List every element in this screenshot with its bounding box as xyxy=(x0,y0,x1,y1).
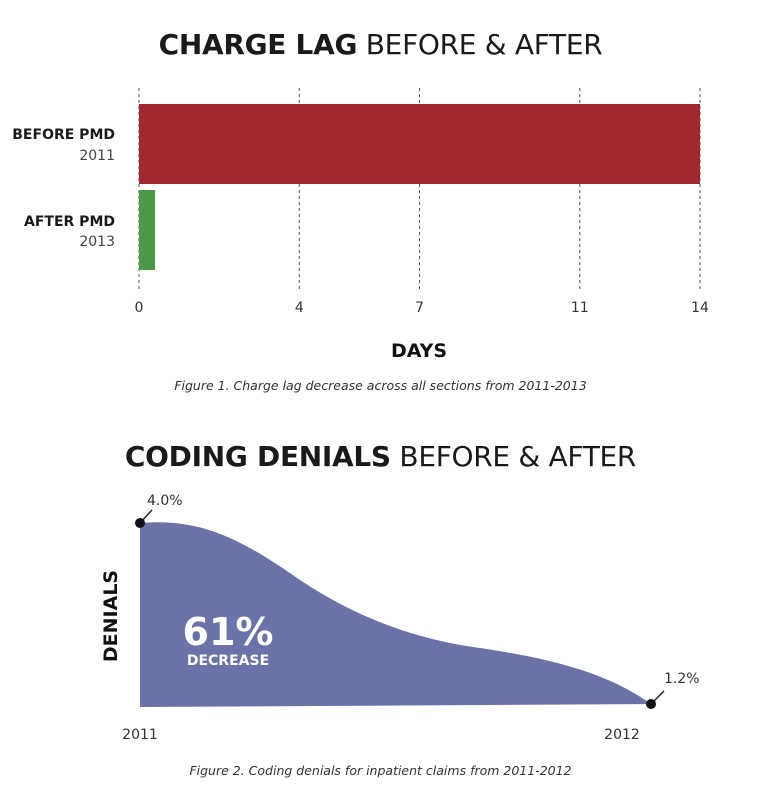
chart1-title: CHARGE LAG BEFORE & AFTER xyxy=(0,28,761,61)
chart1-title-bold: CHARGE LAG xyxy=(158,28,358,61)
chart2-title-bold: CODING DENIALS xyxy=(124,440,391,473)
chart1-title-light: BEFORE & AFTER xyxy=(365,28,603,61)
category-sublabel-before: 2011 xyxy=(79,148,115,164)
x-tick-4: 4 xyxy=(295,300,304,316)
x-tick-7: 7 xyxy=(415,300,424,316)
x-tick-14: 14 xyxy=(691,300,709,316)
chart1-xlabel: DAYS xyxy=(391,340,447,362)
decrease-text-label: DECREASE xyxy=(187,653,269,669)
chart1-tick-labels: 0 4 7 11 14 xyxy=(135,300,709,316)
chart1-bars xyxy=(139,104,700,270)
category-label-before: BEFORE PMD xyxy=(12,127,115,143)
start-point xyxy=(135,518,145,528)
category-sublabel-after: 2013 xyxy=(79,234,115,250)
end-point xyxy=(646,699,656,709)
chart2-caption: Figure 2. Coding denials for inpatient c… xyxy=(189,763,572,778)
x-tick-2011: 2011 xyxy=(122,727,158,743)
x-tick-0: 0 xyxy=(135,300,144,316)
category-label-after: AFTER PMD xyxy=(24,214,115,230)
chart1-caption: Figure 1. Charge lag decrease across all… xyxy=(174,378,587,393)
x-tick-2012: 2012 xyxy=(604,727,640,743)
bar-after-pmd xyxy=(139,190,156,270)
chart2-ylabel: DENIALS xyxy=(100,570,122,662)
x-tick-11: 11 xyxy=(571,300,589,316)
end-value-label: 1.2% xyxy=(664,671,700,687)
bar-before-pmd xyxy=(139,104,700,184)
start-value-label: 4.0% xyxy=(147,493,183,509)
denials-area xyxy=(140,522,651,707)
charge-lag-chart: BEFORE PMD 2011 AFTER PMD 2013 0 4 7 11 14 D… xyxy=(12,88,709,362)
chart2-title: CODING DENIALS BEFORE & AFTER xyxy=(0,440,761,473)
chart1-category-labels: BEFORE PMD 2011 AFTER PMD 2013 xyxy=(12,127,115,250)
decrease-percent-label: 61% xyxy=(183,610,274,654)
coding-denials-chart: 61% DECREASE 4.0% 1.2% DENIALS 2011 2012 xyxy=(100,493,700,743)
chart2-title-light: BEFORE & AFTER xyxy=(399,440,637,473)
